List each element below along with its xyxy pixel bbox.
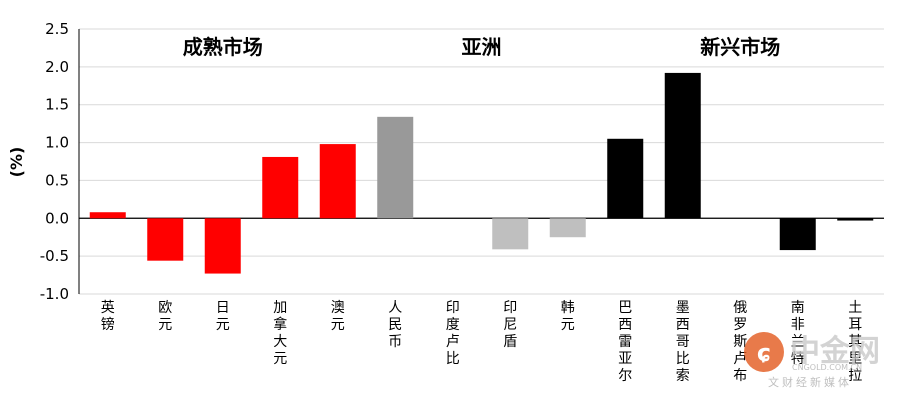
bar	[607, 138, 644, 219]
category-label: 俄罗斯卢布	[733, 300, 747, 384]
category-label: 欧元	[158, 300, 172, 333]
watermark-logo-glyph: ɕ	[757, 339, 771, 367]
bars	[89, 72, 874, 274]
category-label: 墨西哥比索	[676, 300, 690, 384]
bar	[319, 144, 356, 219]
group-label-background	[452, 30, 511, 62]
category-label: 印尼盾	[503, 300, 517, 350]
watermark-text: 中金网	[790, 334, 880, 369]
bar	[89, 212, 126, 219]
y-axis-label: (%)	[7, 147, 26, 178]
category-label: 英镑	[101, 299, 115, 333]
grid-lines	[79, 28, 884, 295]
y-tick-label: -1.0	[40, 285, 69, 303]
category-label: 人民币	[388, 300, 402, 350]
watermark-url: CNGOLD.COM.CN	[792, 363, 862, 372]
group-labels: 成熟市场 亚洲 新兴市场	[172, 30, 791, 62]
y-tick-label: -0.5	[40, 247, 69, 265]
category-label: 韩元	[561, 300, 575, 333]
category-label: 南非兰特	[791, 300, 805, 367]
y-tick-label: 2.5	[45, 20, 69, 38]
category-labels: 英镑 欧元 日元 加拿大元 澳元 人民币 印度卢比 印尼盾 韩元 巴西雷亚尔 墨西哥比索 俄罗斯卢布 南…	[101, 299, 863, 384]
category-label: 土耳其里拉	[848, 300, 862, 384]
y-tick-label: 0.0	[45, 209, 69, 227]
bar	[664, 72, 701, 219]
bar	[492, 218, 529, 250]
category-label: 加拿大元	[273, 300, 287, 367]
group-label: 亚洲	[462, 35, 502, 59]
bar	[549, 218, 586, 238]
y-tick-label: 1.0	[45, 134, 69, 152]
category-label: 巴西雷亚尔	[618, 300, 632, 384]
bar	[262, 156, 299, 219]
group-label-background	[690, 30, 791, 62]
y-tick-label: 0.5	[45, 171, 69, 189]
bar	[837, 218, 874, 221]
bar	[377, 116, 414, 219]
category-label: 澳元	[331, 300, 345, 333]
group-label: 成熟市场	[183, 35, 263, 59]
watermark-subtitle: 文财经新媒体	[768, 375, 852, 389]
y-tick-label: 1.5	[45, 96, 69, 114]
y-axis: 2.5 2.0 1.5 1.0 0.5 0.0 -0.5 -1.0	[40, 20, 80, 303]
category-label: 印度卢比	[446, 300, 460, 367]
y-tick-label: 2.0	[45, 58, 69, 76]
watermark: ɕ 中金网 CNGOLD.COM.CN 文财经新媒体	[744, 332, 880, 389]
group-label: 新兴市场	[700, 35, 780, 59]
bar	[147, 218, 184, 261]
bar	[779, 218, 816, 251]
group-label-background	[172, 30, 273, 62]
bar	[204, 218, 241, 274]
category-label: 日元	[216, 300, 230, 333]
watermark-logo	[744, 332, 784, 372]
